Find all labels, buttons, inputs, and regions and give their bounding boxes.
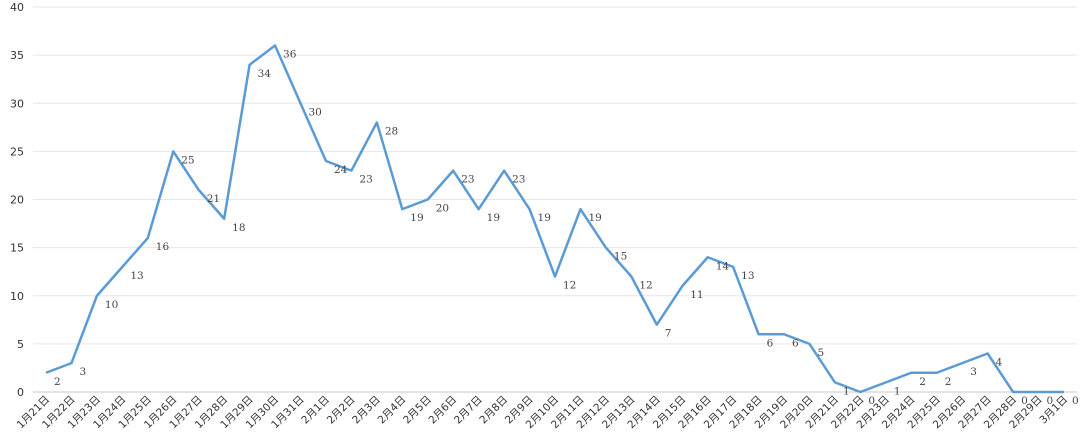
data-label: 4 (996, 357, 1003, 369)
data-label: 12 (639, 280, 652, 292)
y-tick-label: 5 (17, 338, 24, 351)
data-label: 20 (436, 203, 449, 215)
data-label: 23 (359, 174, 372, 186)
data-label: 36 (283, 49, 297, 61)
data-label: 2 (54, 376, 61, 388)
gridlines (33, 6, 1077, 393)
data-label: 11 (690, 289, 703, 301)
y-tick-label: 20 (10, 194, 24, 207)
data-label: 19 (538, 212, 551, 224)
y-tick-label: 10 (10, 290, 24, 303)
data-label: 1 (843, 385, 850, 397)
x-axis-ticks: 1月21日1月22日1月23日1月24日1月25日1月26日1月27日1月28日… (15, 394, 1071, 432)
data-label: 19 (588, 212, 601, 224)
data-label: 3 (970, 366, 977, 378)
data-label: 0 (1072, 395, 1079, 407)
data-label: 21 (207, 193, 220, 205)
data-label: 23 (512, 174, 525, 186)
data-label: 19 (487, 212, 500, 224)
data-label: 24 (334, 164, 348, 176)
data-labels: 2310131625211834363024232819202319231912… (54, 49, 1079, 408)
data-label: 34 (258, 68, 272, 80)
data-label: 13 (741, 270, 754, 282)
data-label: 1 (894, 385, 901, 397)
data-label: 13 (130, 270, 143, 282)
data-label: 0 (868, 395, 875, 407)
y-tick-label: 40 (10, 1, 24, 14)
y-axis-ticks: 0 5 10 15 20 25 30 35 40 (10, 1, 24, 399)
x-tick-label: 3月1日 (1037, 394, 1070, 427)
data-label: 6 (792, 337, 799, 349)
y-tick-label: 25 (10, 145, 24, 158)
y-tick-label: 15 (10, 242, 24, 255)
y-tick-label: 0 (17, 386, 24, 399)
series-line (45, 44, 1064, 394)
data-label: 10 (105, 299, 118, 311)
data-label: 5 (818, 347, 825, 359)
data-label: 0 (1021, 395, 1028, 407)
data-label: 28 (385, 126, 398, 138)
data-label: 12 (563, 280, 576, 292)
series (45, 44, 1064, 394)
data-label: 30 (309, 106, 322, 118)
data-label: 3 (79, 366, 86, 378)
data-label: 18 (232, 222, 245, 234)
y-tick-label: 30 (10, 97, 24, 110)
data-label: 2 (919, 376, 926, 388)
data-label: 23 (461, 174, 474, 186)
data-label: 15 (614, 251, 627, 263)
data-label: 2 (945, 376, 952, 388)
data-label: 6 (767, 337, 774, 349)
data-label: 19 (410, 212, 423, 224)
y-tick-label: 35 (10, 49, 24, 62)
data-label: 0 (1047, 395, 1054, 407)
data-label: 16 (156, 241, 170, 253)
data-label: 14 (716, 260, 730, 272)
data-label: 25 (181, 154, 194, 166)
data-label: 7 (665, 328, 672, 340)
